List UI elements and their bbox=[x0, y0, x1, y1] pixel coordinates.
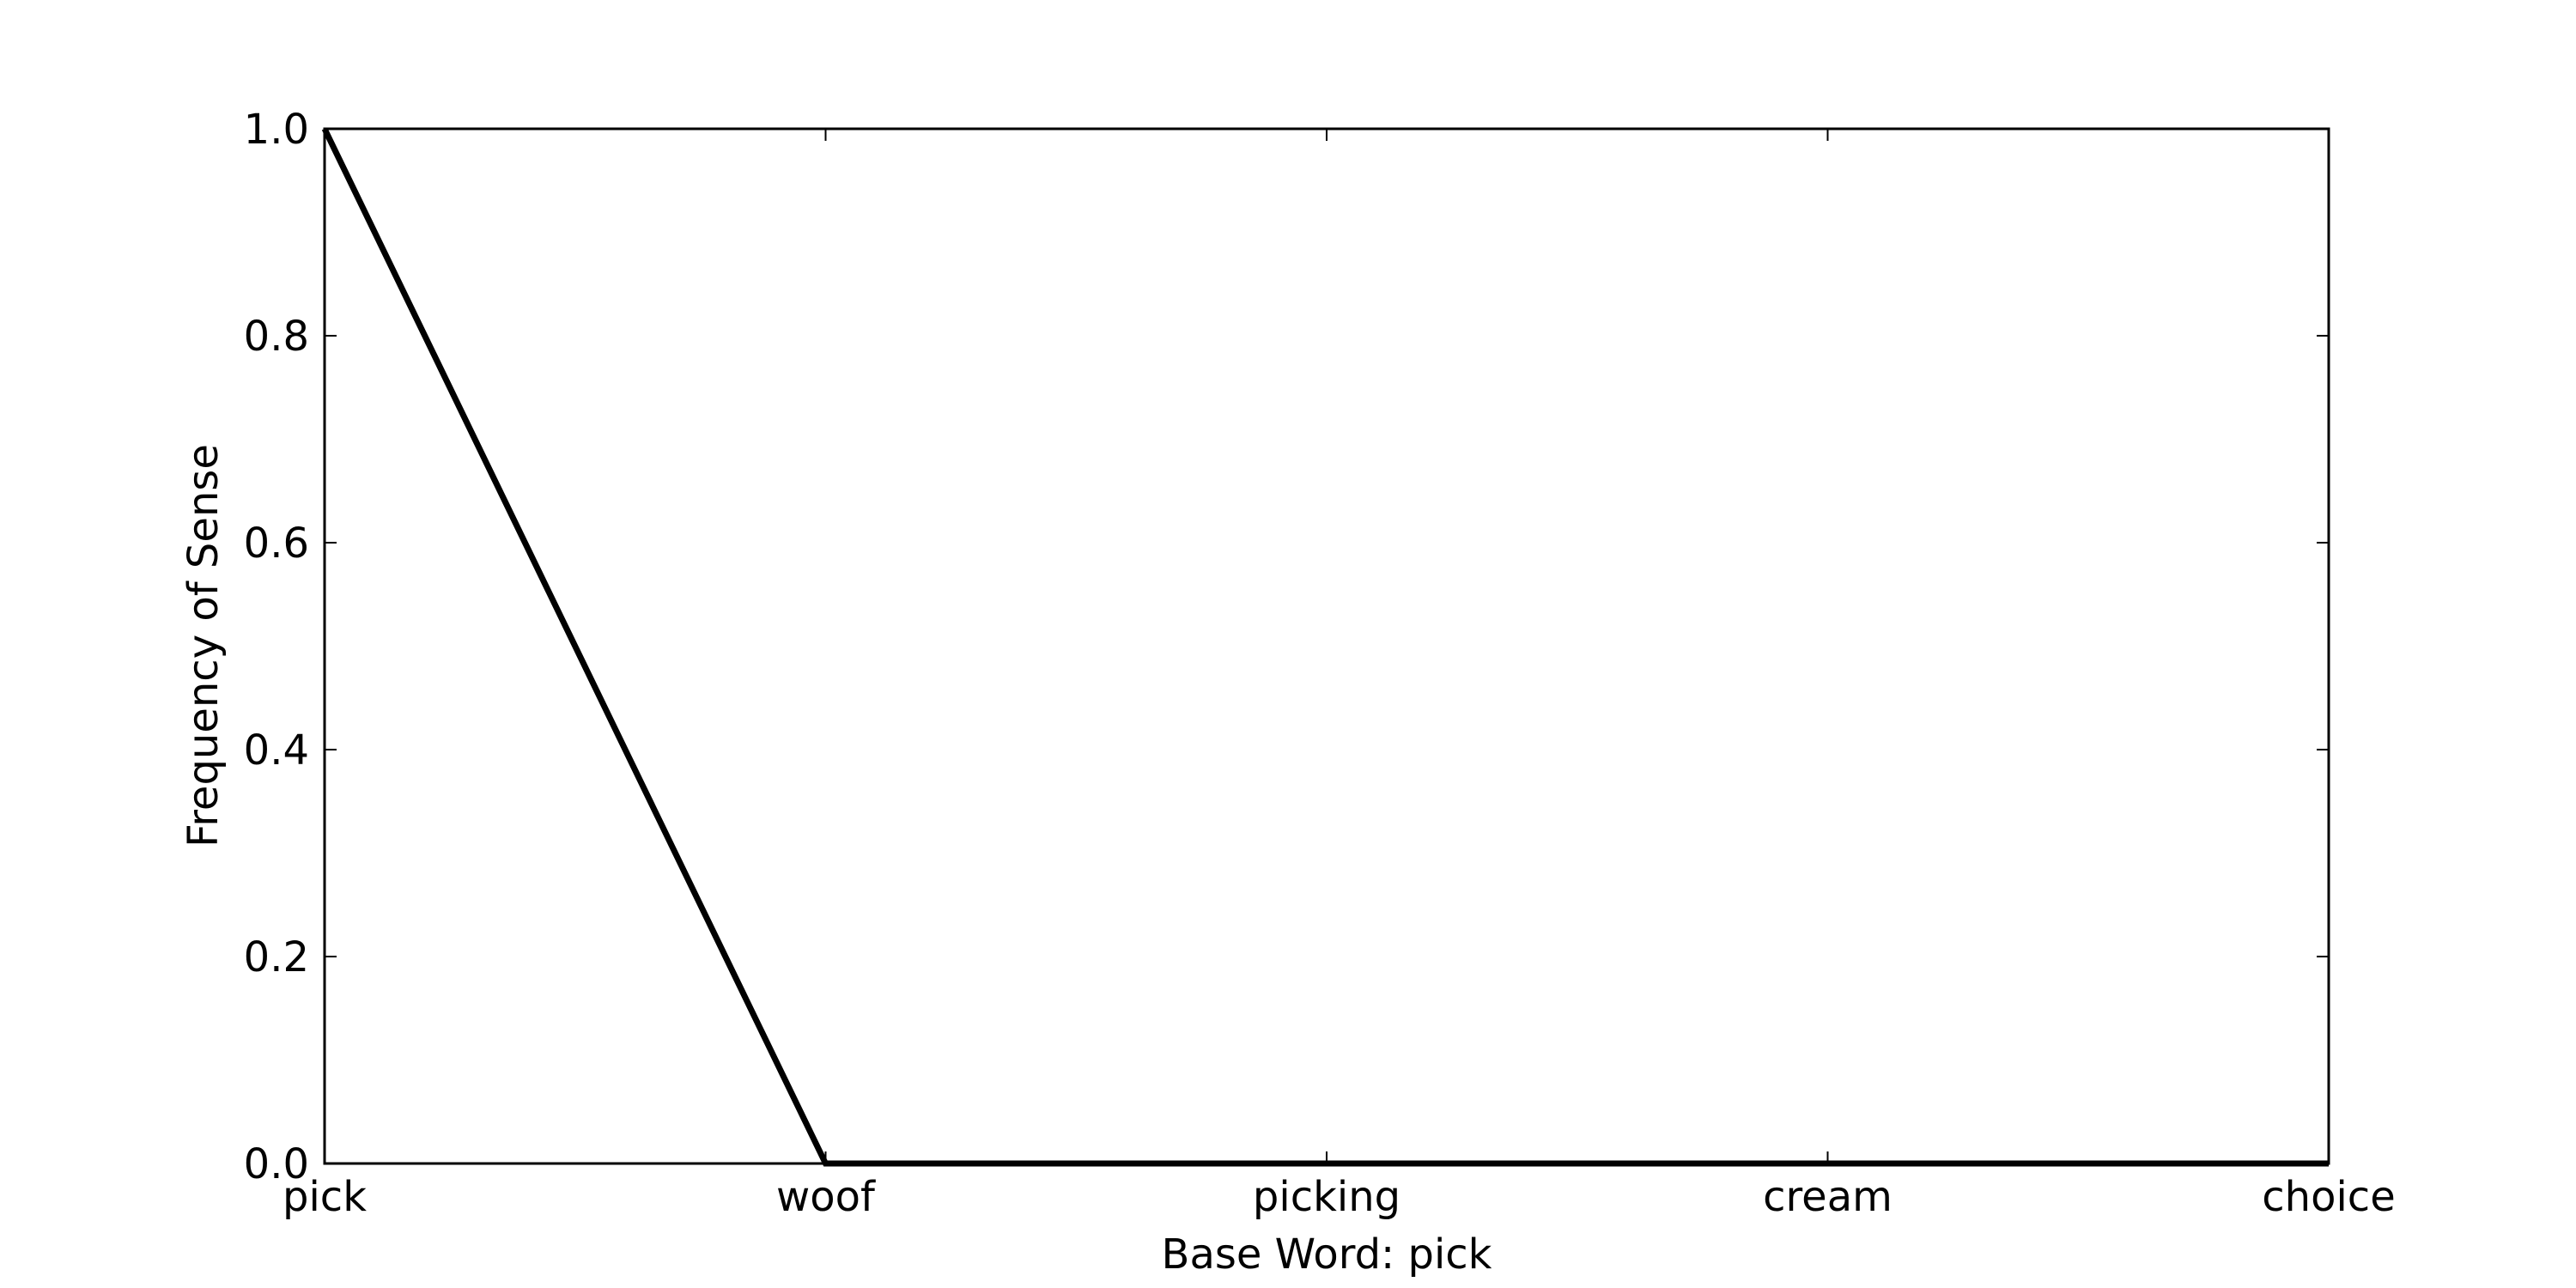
x-tick-label-picking: picking bbox=[1253, 1173, 1400, 1221]
x-tick-label-woof: woof bbox=[776, 1173, 876, 1221]
y-tick-label-0.2: 0.2 bbox=[244, 933, 309, 981]
y-tick-label-0.4: 0.4 bbox=[244, 726, 309, 775]
y-tick-labels: 0.0 0.2 0.4 0.6 0.8 1.0 bbox=[244, 106, 309, 1188]
y-axis-title: Frequency of Sense bbox=[179, 444, 228, 848]
x-tick-label-cream: cream bbox=[1763, 1173, 1893, 1221]
x-tick-labels: pick woof picking cream choice bbox=[283, 1173, 2396, 1221]
y-tick-label-0.6: 0.6 bbox=[244, 519, 309, 568]
y-tick-label-1.0: 1.0 bbox=[244, 106, 309, 154]
y-tick-label-0.0: 0.0 bbox=[244, 1140, 309, 1188]
y-tick-label-0.8: 0.8 bbox=[244, 313, 309, 361]
x-tick-label-choice: choice bbox=[2262, 1173, 2395, 1221]
x-axis-title: Base Word: pick bbox=[1162, 1230, 1492, 1279]
plot-frame bbox=[323, 127, 2330, 1165]
x-tick-label-pick: pick bbox=[283, 1173, 367, 1221]
